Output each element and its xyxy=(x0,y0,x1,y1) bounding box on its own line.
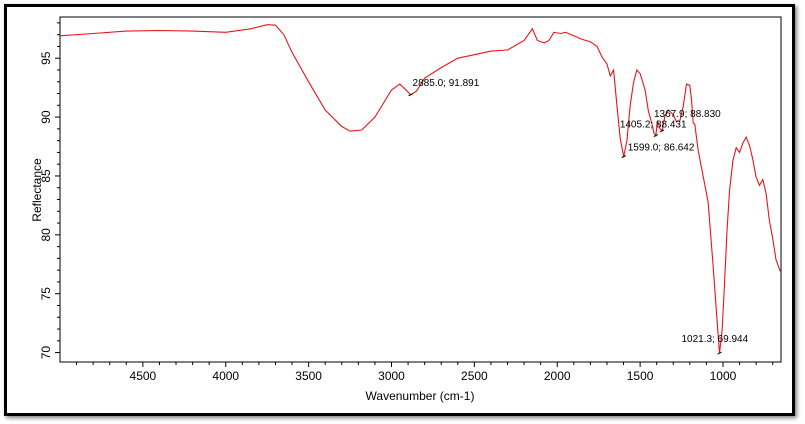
annotation-marker xyxy=(653,134,659,138)
annotation-label: 1367.9; 88.830 xyxy=(654,109,721,120)
annotation-label: 1599.0; 86.642 xyxy=(628,143,695,154)
x-tick-label: 2000 xyxy=(544,369,571,383)
annotation-marker xyxy=(621,155,626,159)
annotation-marker xyxy=(659,129,665,133)
x-tick-label: 4000 xyxy=(212,369,239,383)
annotation-marker xyxy=(408,93,413,97)
x-axis: 4500 4000 3500 3000 2500 2000 1500 1000 xyxy=(76,362,774,383)
y-axis: 70 75 80 85 90 95 xyxy=(39,22,60,360)
annotation-label: 2885.0; 91.891 xyxy=(413,78,480,89)
x-tick-label: 3500 xyxy=(295,369,322,383)
y-tick-label: 90 xyxy=(39,110,53,124)
y-tick-label: 75 xyxy=(39,287,53,301)
x-tick-label: 2500 xyxy=(461,369,488,383)
chart-frame xyxy=(4,4,795,416)
annotation-marker xyxy=(717,351,722,355)
annotation-label: 1021.3; 69.944 xyxy=(681,334,748,345)
y-tick-label: 80 xyxy=(39,228,53,242)
x-axis-title: Wavenumber (cm-1) xyxy=(366,389,475,403)
series-line xyxy=(59,24,781,354)
y-tick-label: 85 xyxy=(39,169,53,183)
annotation-label: 1405.2; 88.431 xyxy=(620,120,687,131)
y-tick-label: 95 xyxy=(39,51,53,65)
plot-area xyxy=(59,16,782,363)
x-tick-label: 3000 xyxy=(378,369,405,383)
y-axis-title: Reflectance xyxy=(30,158,44,222)
y-tick-label: 70 xyxy=(39,346,53,360)
x-tick-label: 1500 xyxy=(627,369,654,383)
x-tick-label: 4500 xyxy=(130,369,157,383)
x-tick-label: 1000 xyxy=(710,369,737,383)
plot-border xyxy=(59,16,782,363)
